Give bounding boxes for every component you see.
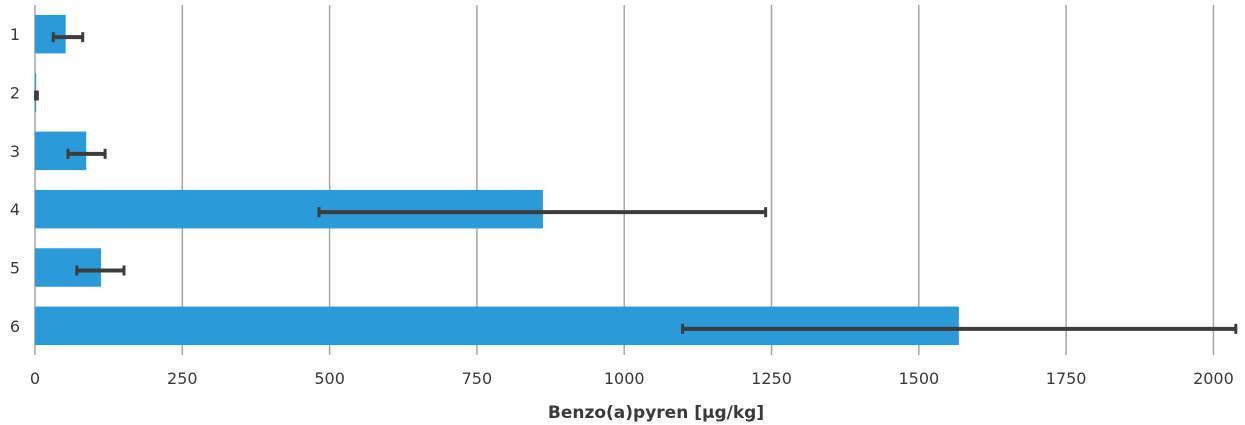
bar-4 bbox=[35, 189, 543, 229]
error-bar-3 bbox=[66, 148, 107, 159]
x-tick-label-0: 0 bbox=[30, 369, 40, 388]
category-label-6: 6 bbox=[10, 317, 20, 336]
x-tick-label-1000: 1000 bbox=[604, 369, 645, 388]
category-label-5: 5 bbox=[10, 259, 20, 278]
x-tick-label-1500: 1500 bbox=[898, 369, 939, 388]
category-label-2: 2 bbox=[10, 84, 20, 103]
error-bar-4 bbox=[317, 207, 768, 218]
x-tick-label-250: 250 bbox=[167, 369, 198, 388]
error-bar-1 bbox=[51, 32, 85, 43]
category-label-4: 4 bbox=[10, 200, 20, 219]
x-tick-label-500: 500 bbox=[314, 369, 345, 388]
bar-5 bbox=[35, 248, 101, 287]
bar-1 bbox=[35, 14, 66, 54]
error-bar-2 bbox=[34, 90, 39, 101]
x-axis-title: Benzo(a)pyren [µg/kg] bbox=[548, 403, 764, 423]
category-label-3: 3 bbox=[10, 142, 20, 161]
bars bbox=[35, 14, 959, 346]
x-tick-label-1750: 1750 bbox=[1046, 369, 1087, 388]
bar-3 bbox=[35, 131, 87, 171]
error-bar-6 bbox=[681, 323, 1238, 334]
x-tick-label-1250: 1250 bbox=[751, 369, 792, 388]
error-bar-5 bbox=[75, 265, 126, 276]
x-tick-labels: 0 250 500 750 1000 1250 1500 1750 2000 bbox=[30, 369, 1234, 388]
category-labels: 1 2 3 4 5 6 bbox=[10, 25, 20, 336]
category-label-1: 1 bbox=[10, 25, 20, 44]
x-tick-label-750: 750 bbox=[462, 369, 493, 388]
error-bars bbox=[34, 32, 1238, 334]
bar-6 bbox=[35, 306, 959, 346]
vertical-grid-lines bbox=[34, 5, 1215, 355]
x-tick-label-2000: 2000 bbox=[1193, 369, 1234, 388]
